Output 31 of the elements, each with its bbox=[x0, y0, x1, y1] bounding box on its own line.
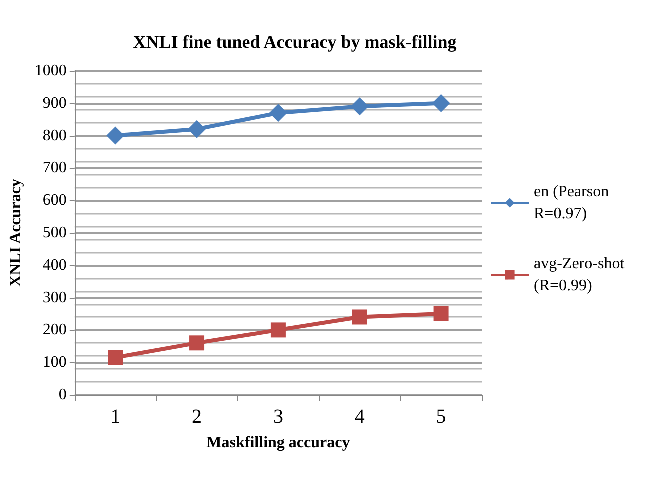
chart-title: XNLI fine tuned Accuracy by mask-filling bbox=[133, 32, 457, 52]
y-tick-label: 700 bbox=[42, 160, 67, 177]
x-tick-label: 4 bbox=[354, 406, 365, 428]
y-tick-label: 500 bbox=[42, 224, 67, 242]
point bbox=[108, 350, 124, 366]
legend-label: avg-Zero-shot (R=0.99) bbox=[534, 256, 629, 294]
y-tick-label: 100 bbox=[42, 354, 67, 372]
legend-label: en (Pearson R=0.97) bbox=[534, 184, 614, 222]
x-tick-label: 2 bbox=[192, 406, 202, 428]
point bbox=[350, 98, 369, 116]
x-axis-title: Maskfilling accuracy bbox=[206, 434, 350, 452]
point bbox=[269, 104, 288, 122]
y-tick-label: 800 bbox=[42, 127, 67, 144]
x-tick-label: 5 bbox=[436, 406, 446, 428]
point bbox=[188, 120, 206, 138]
point bbox=[432, 94, 450, 112]
y-tick-label: 0 bbox=[58, 386, 67, 404]
y-tick-label: 1000 bbox=[34, 62, 67, 80]
point bbox=[352, 310, 368, 325]
point bbox=[434, 306, 449, 322]
point bbox=[190, 336, 205, 351]
y-tick-label: 600 bbox=[42, 192, 67, 210]
point bbox=[270, 322, 286, 338]
y-tick-label: 900 bbox=[42, 94, 67, 112]
x-tick-label: 3 bbox=[273, 406, 284, 428]
point bbox=[106, 126, 125, 145]
y-tick-label: 400 bbox=[42, 256, 67, 274]
y-tick-label: 200 bbox=[42, 322, 67, 339]
y-axis-title: XNLI Accuracy bbox=[8, 179, 24, 287]
y-tick-label: 300 bbox=[42, 289, 67, 306]
x-tick-label: 1 bbox=[110, 406, 121, 428]
